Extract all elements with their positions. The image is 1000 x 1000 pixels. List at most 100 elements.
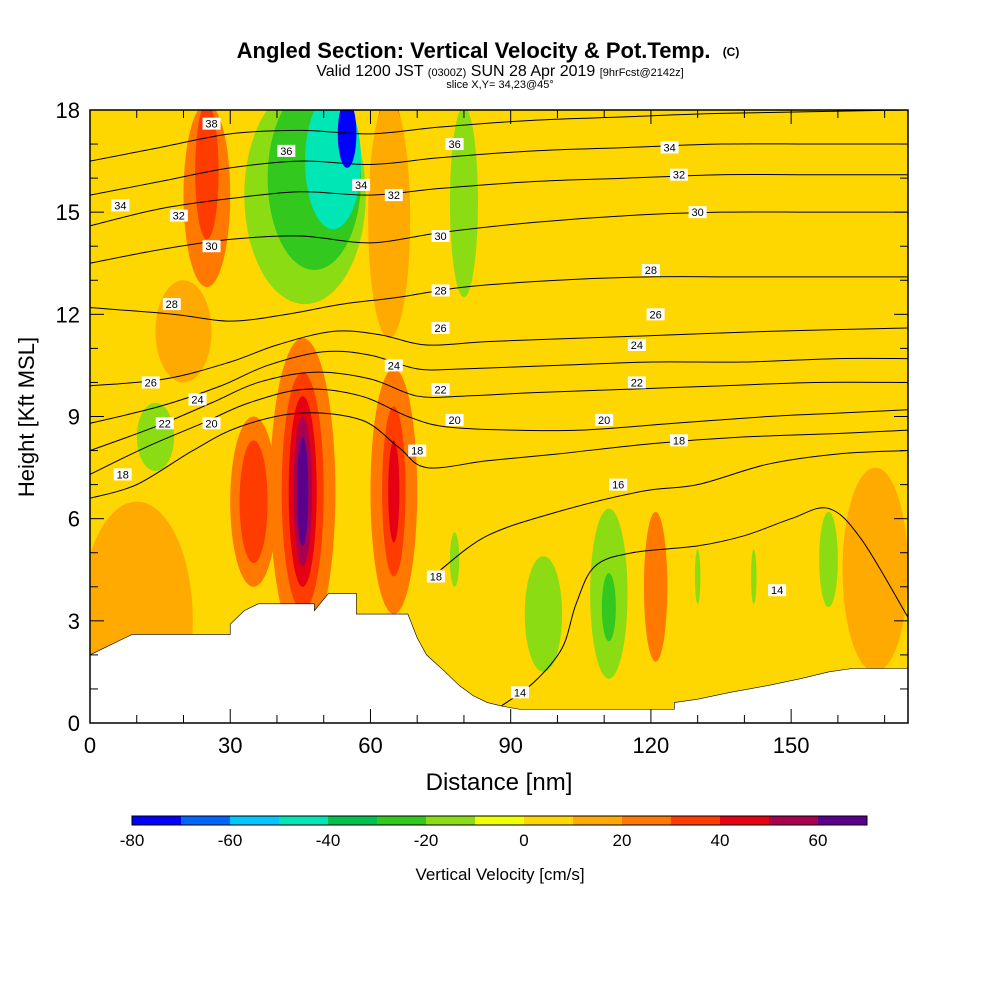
contour-label-text: 14 xyxy=(771,585,783,597)
theta-contour-28 xyxy=(90,276,908,322)
colorbar-bin xyxy=(573,816,622,825)
contour-label: 22 xyxy=(155,417,174,430)
colorbar-bin xyxy=(328,816,377,825)
colorbar-bin xyxy=(769,816,818,825)
velocity-cell xyxy=(601,573,616,642)
theta-contour-18 xyxy=(90,412,908,499)
velocity-cell xyxy=(449,532,460,587)
x-tick-label: 60 xyxy=(358,733,382,758)
contour-label-text: 32 xyxy=(673,170,685,182)
contour-label-text: 20 xyxy=(448,415,460,427)
contour-label-text: 24 xyxy=(191,394,203,406)
theta-contour-36 xyxy=(90,110,908,162)
contour-label: 22 xyxy=(431,383,450,396)
colorbar-bin xyxy=(426,816,475,825)
contour-label-bg xyxy=(111,199,130,212)
contour-label-bg xyxy=(202,417,221,430)
colorbar-bin xyxy=(279,816,328,825)
y-tick-label: 0 xyxy=(68,711,80,736)
contour-label: 18 xyxy=(669,434,688,447)
subtitle-date: SUN 28 Apr 2019 xyxy=(471,63,596,80)
colorbar-bin xyxy=(475,816,524,825)
contour-label-bg xyxy=(445,138,464,151)
contour-label-text: 32 xyxy=(173,211,185,223)
contour-label-bg xyxy=(141,376,160,389)
colorbar-label: Vertical Velocity [cm/s] xyxy=(415,865,584,884)
subtitle-forecast: [9hrFcst@2142z] xyxy=(600,67,684,79)
contour-label-text: 28 xyxy=(166,299,178,311)
contour-label-bg xyxy=(113,468,132,481)
contour-label-text: 28 xyxy=(645,265,657,277)
contour-label: 36 xyxy=(277,144,296,158)
contour-label-bg xyxy=(202,117,221,130)
theta-contour-22 xyxy=(90,371,908,452)
contour-label-text: 16 xyxy=(612,480,624,492)
contour-label-bg xyxy=(188,393,207,406)
x-tick-label: 30 xyxy=(218,733,242,758)
contour-label: 28 xyxy=(641,264,660,277)
contour-label-bg xyxy=(408,444,427,457)
contour-label-text: 24 xyxy=(388,360,400,372)
colorbar-tick-label: -80 xyxy=(120,831,145,850)
contour-label-bg xyxy=(627,338,646,351)
contour-label-bg xyxy=(609,478,628,491)
velocity-cell xyxy=(694,549,701,604)
contour-label-bg xyxy=(669,434,688,447)
colorbar-bin xyxy=(524,816,573,825)
contour-label: 24 xyxy=(188,393,207,406)
contour-label-bg xyxy=(202,240,221,253)
contour-label-text: 22 xyxy=(631,377,643,389)
theta-contour-34 xyxy=(90,143,908,196)
contour-label-text: 22 xyxy=(159,418,171,430)
contour-label: 14 xyxy=(768,584,787,597)
colorbar-bin xyxy=(671,816,720,825)
contour-label: 34 xyxy=(111,199,130,212)
colorbar-tick-label: 60 xyxy=(809,831,828,850)
velocity-cell xyxy=(368,110,411,339)
contour-label: 24 xyxy=(384,359,403,372)
colorbar-bin xyxy=(230,816,279,825)
contour-label-text: 30 xyxy=(205,241,217,253)
contour-label-text: 26 xyxy=(434,323,446,335)
contour-label-bg xyxy=(352,178,371,191)
contour-label: 30 xyxy=(431,230,450,243)
contour-label-bg xyxy=(384,189,403,202)
x-tick-label: 120 xyxy=(633,733,670,758)
contour-label-bg xyxy=(595,413,614,426)
terrain-mask xyxy=(90,593,908,723)
contour-label-bg xyxy=(669,168,688,181)
theta-contour-16 xyxy=(440,450,908,571)
contour-label: 30 xyxy=(202,240,221,253)
contour-label: 22 xyxy=(627,376,646,389)
contour-label-bg xyxy=(768,584,787,597)
contour-label: 28 xyxy=(431,284,450,297)
colorbar-tick-label: 0 xyxy=(519,831,528,850)
contour-label: 30 xyxy=(688,206,707,219)
velocity-cell xyxy=(730,178,806,451)
contour-label: 26 xyxy=(141,376,160,389)
contour-label: 20 xyxy=(595,413,614,427)
contour-label-bg xyxy=(511,686,530,699)
contour-label-text: 18 xyxy=(673,435,685,447)
contour-label-bg xyxy=(384,359,403,372)
velocity-cell xyxy=(155,280,212,383)
contour-label: 18 xyxy=(113,468,132,481)
contour-label: 24 xyxy=(627,338,646,352)
contour-label: 14 xyxy=(511,686,530,699)
velocity-cell xyxy=(524,556,563,672)
contour-label-text: 26 xyxy=(145,377,157,389)
y-tick-label: 9 xyxy=(68,405,80,430)
chart-slice: slice X,Y= 34,23@45° xyxy=(446,79,554,91)
x-tick-label: 150 xyxy=(773,733,810,758)
contour-label-text: 18 xyxy=(430,572,442,584)
theta-contour-32 xyxy=(90,173,908,227)
velocity-cell xyxy=(297,436,309,546)
contour-label: 20 xyxy=(445,413,464,427)
contour-label: 38 xyxy=(202,117,221,131)
colorbar: -80 -60 -40 -20 0 20 40 60 xyxy=(120,815,868,850)
contour-label: 16 xyxy=(609,478,628,492)
contour-label-bg xyxy=(169,209,188,222)
contour-label: 32 xyxy=(669,168,688,182)
contour-label: 26 xyxy=(646,308,665,321)
